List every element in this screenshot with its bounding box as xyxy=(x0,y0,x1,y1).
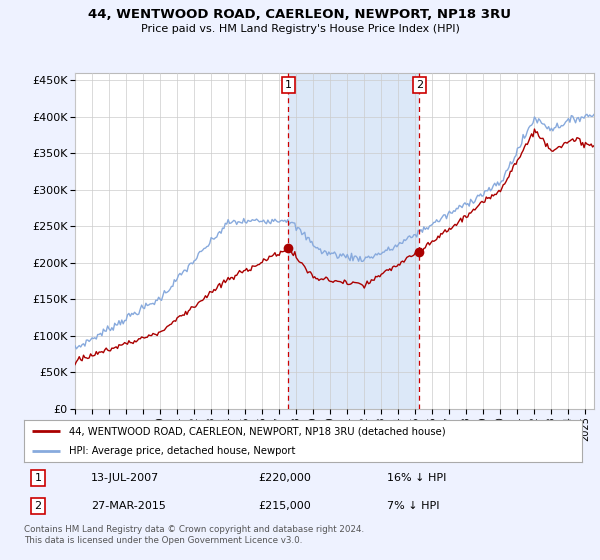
Text: Contains HM Land Registry data © Crown copyright and database right 2024.
This d: Contains HM Land Registry data © Crown c… xyxy=(24,525,364,545)
Text: 2: 2 xyxy=(34,501,41,511)
Text: Price paid vs. HM Land Registry's House Price Index (HPI): Price paid vs. HM Land Registry's House … xyxy=(140,24,460,34)
Text: 13-JUL-2007: 13-JUL-2007 xyxy=(91,473,159,483)
Text: £220,000: £220,000 xyxy=(259,473,311,483)
Text: 2: 2 xyxy=(416,80,423,90)
Text: £215,000: £215,000 xyxy=(259,501,311,511)
Text: 44, WENTWOOD ROAD, CAERLEON, NEWPORT, NP18 3RU: 44, WENTWOOD ROAD, CAERLEON, NEWPORT, NP… xyxy=(89,8,511,21)
Text: 44, WENTWOOD ROAD, CAERLEON, NEWPORT, NP18 3RU (detached house): 44, WENTWOOD ROAD, CAERLEON, NEWPORT, NP… xyxy=(68,426,445,436)
Text: HPI: Average price, detached house, Newport: HPI: Average price, detached house, Newp… xyxy=(68,446,295,456)
Text: 16% ↓ HPI: 16% ↓ HPI xyxy=(387,473,446,483)
Text: 1: 1 xyxy=(285,80,292,90)
Text: 1: 1 xyxy=(34,473,41,483)
Text: 7% ↓ HPI: 7% ↓ HPI xyxy=(387,501,439,511)
Bar xyxy=(289,73,419,409)
Text: 27-MAR-2015: 27-MAR-2015 xyxy=(91,501,166,511)
